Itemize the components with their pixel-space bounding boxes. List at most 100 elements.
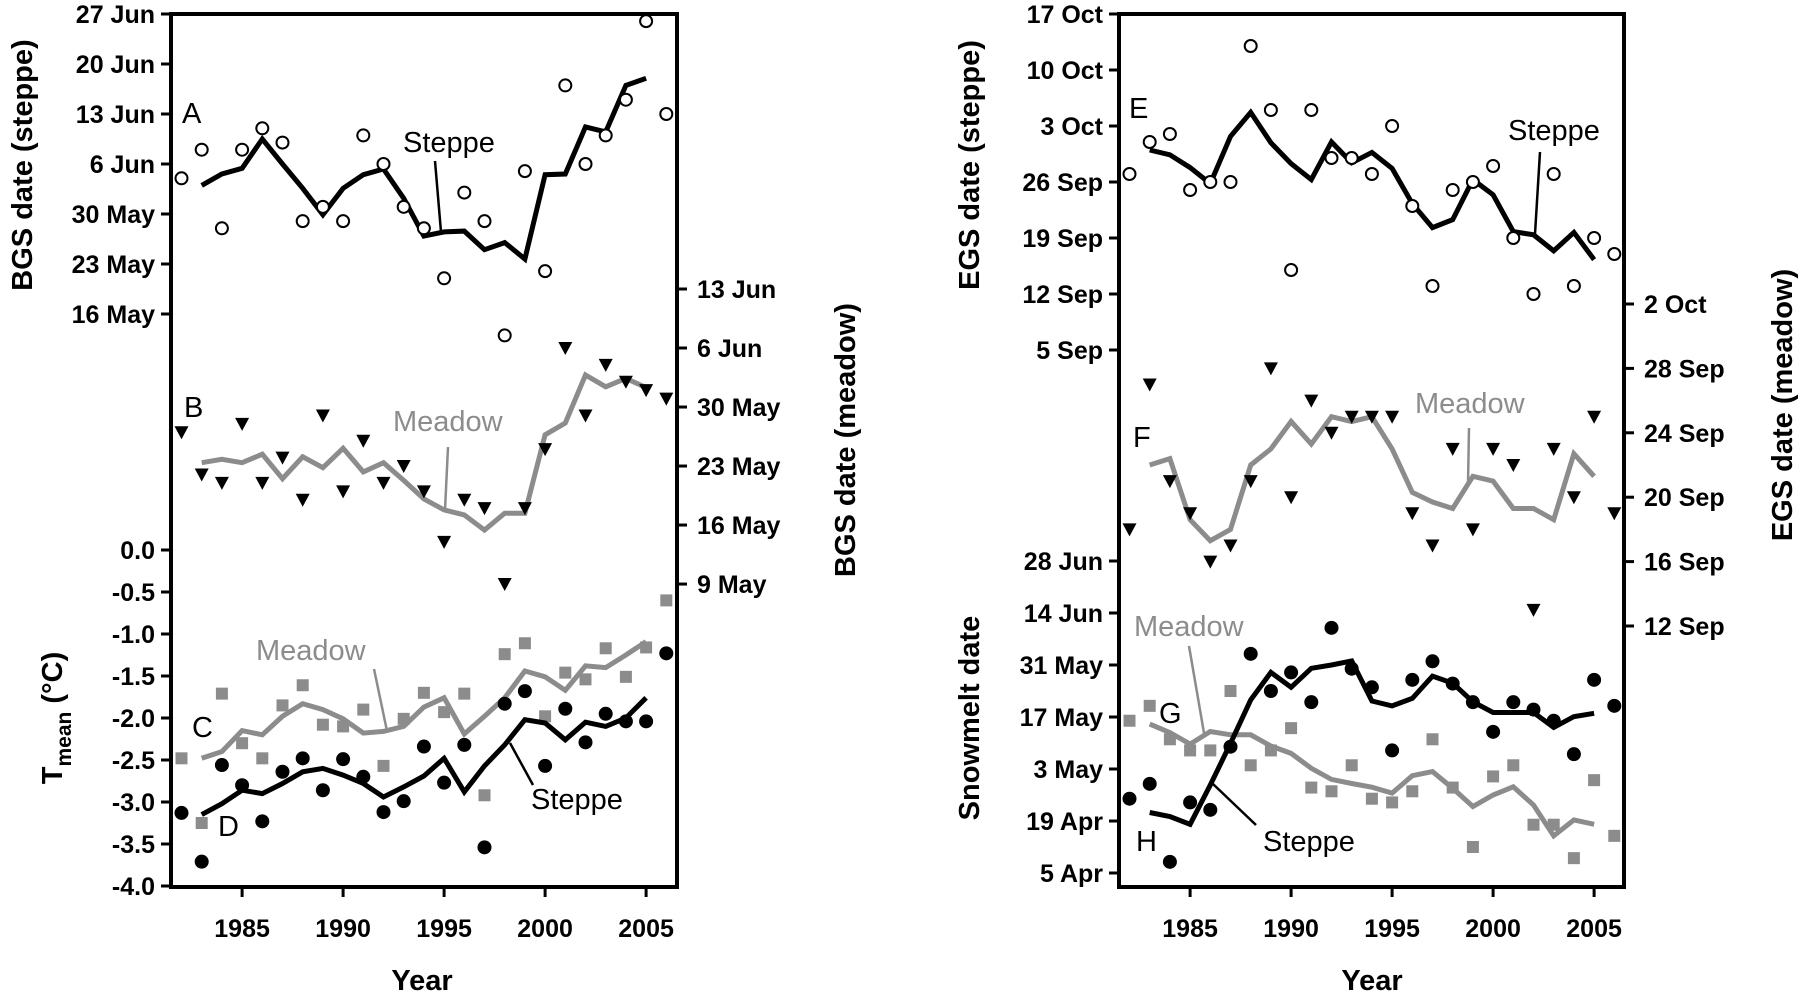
annotation-meadow-C: Meadow <box>256 635 367 667</box>
panel-E-point-2002 <box>1526 287 1541 301</box>
panel-B-point-1988 <box>295 493 310 507</box>
panel-A-point-2004 <box>618 92 633 107</box>
panel-B-point-1984 <box>214 476 229 490</box>
annotation-leader-G <box>1187 645 1206 734</box>
panel-E-point-1997 <box>1425 279 1440 293</box>
annotation-leader-B <box>443 446 450 511</box>
panel-letter-B: B <box>184 392 203 424</box>
y-tick-label-egs_steppe: 26 Sep <box>1022 169 1103 197</box>
y-tick-label-bgs_steppe: 16 May <box>72 301 155 329</box>
right-data-marks <box>1122 39 1622 869</box>
annotation-leader-C <box>372 668 389 732</box>
panel-B-point-1983 <box>194 468 209 482</box>
y-tick-label-egs_steppe: 10 Oct <box>1027 57 1104 85</box>
annotation-steppe-E: Steppe <box>1508 115 1600 147</box>
panel-A-point-1993 <box>396 199 411 214</box>
panel-D-point-1986 <box>255 814 270 829</box>
panel-B-point-1994 <box>416 485 431 499</box>
panel-E-point-2000 <box>1486 159 1501 173</box>
panel-B-point-1986 <box>255 476 270 490</box>
y-axis-title-snowmelt: Snowmelt date <box>954 616 986 821</box>
panel-F-point-1984 <box>1162 475 1177 489</box>
y-tick-label-tmean: 0.0 <box>120 537 155 565</box>
panel-A-point-1988 <box>295 214 310 229</box>
panel-D-point-2002 <box>578 735 593 750</box>
y-tick-label-egs_meadow: 24 Sep <box>1644 420 1725 448</box>
y-tick-label-snowmelt: 5 Apr <box>1040 860 1103 888</box>
panel-D-point-1995 <box>437 775 452 790</box>
panel-letter-G: G <box>1159 698 1182 730</box>
panel-F-point-2006 <box>1607 507 1622 521</box>
y-tick-label-egs_steppe: 3 Oct <box>1040 113 1103 141</box>
panel-A-point-1994 <box>416 221 431 236</box>
panel-B-series <box>174 342 674 592</box>
x-tick-label: 2000 <box>1465 915 1521 943</box>
panel-H-point-1996 <box>1405 672 1420 687</box>
panel-H-point-1988 <box>1243 646 1258 661</box>
y-tick-label-bgs_meadow: 23 May <box>697 453 780 481</box>
y-tick-label-snowmelt: 31 May <box>1020 652 1103 680</box>
y-tick-label-egs_meadow: 20 Sep <box>1644 484 1725 512</box>
panel-letter-D: D <box>218 811 239 843</box>
panel-D-point-1982 <box>174 805 189 820</box>
panel-F-point-1985 <box>1183 507 1198 521</box>
panel-A-point-1984 <box>214 221 229 236</box>
y-tick-label-bgs_steppe: 30 May <box>72 201 155 229</box>
y-tick-label-bgs_steppe: 23 May <box>72 251 155 279</box>
panel-E-point-1995 <box>1385 119 1400 133</box>
panel-B-point-1990 <box>336 485 351 499</box>
panel-C-point-2000 <box>539 710 552 723</box>
panel-G-point-2001 <box>1507 759 1520 772</box>
panel-G-point-1993 <box>1345 759 1358 772</box>
panel-A-trend-line <box>200 75 647 264</box>
panel-A-point-1987 <box>275 135 290 150</box>
panel-D-point-1990 <box>336 752 351 767</box>
panel-letter-A: A <box>182 98 202 130</box>
x-tick-label: 1990 <box>1263 915 1319 943</box>
panel-B-point-1995 <box>437 535 452 549</box>
panel-F-point-2002 <box>1526 603 1541 617</box>
y-axis-title-bgs-meadow: BGS date (meadow) <box>830 303 862 577</box>
panel-F-trend-line <box>1148 413 1596 544</box>
panel-D-point-1992 <box>376 805 391 820</box>
panel-F-point-1987 <box>1223 539 1238 553</box>
y-axis-title-egs-meadow: EGS date (meadow) <box>1767 269 1799 541</box>
panel-C-point-1985 <box>236 737 249 750</box>
y-tick-label-snowmelt: 14 Jun <box>1024 600 1103 628</box>
y-tick-label-egs_steppe: 12 Sep <box>1022 281 1103 309</box>
x-axis-title-left: Year <box>391 965 452 997</box>
panel-H-point-2003 <box>1546 713 1561 728</box>
panel-H-point-1982 <box>1122 791 1137 806</box>
panel-G-point-1986 <box>1204 744 1217 757</box>
panel-H-trend-line <box>1149 658 1595 828</box>
panel-D-point-2006 <box>659 646 674 661</box>
panel-C-point-1984 <box>215 687 228 700</box>
panel-C-point-1986 <box>256 752 269 765</box>
panel-D-point-1984 <box>214 758 229 773</box>
panel-letter-H: H <box>1136 826 1157 858</box>
panel-F-point-1994 <box>1364 410 1379 424</box>
panel-F-point-1982 <box>1122 523 1137 537</box>
panel-C-point-1993 <box>397 712 410 725</box>
panel-G-point-1999 <box>1466 841 1479 853</box>
y-tick-label-tmean: -2.0 <box>112 705 155 733</box>
panel-E-point-1994 <box>1364 167 1379 181</box>
panel-D-point-1983 <box>194 854 209 869</box>
y-tick-label-egs_meadow: 12 Sep <box>1644 613 1725 641</box>
panel-A-point-2000 <box>538 264 553 279</box>
panel-F-point-1993 <box>1344 410 1359 424</box>
y-tick-label-snowmelt: 19 Apr <box>1026 808 1103 836</box>
x-tick-label: 1985 <box>214 915 270 943</box>
panel-F-point-1983 <box>1142 378 1157 392</box>
left-data-marks <box>174 14 674 869</box>
left-axis-ticks: 27 Jun 20 Jun 13 Jun 6 Jun 30 May 23 May 16 Ma… <box>72 1 781 943</box>
panel-B-point-2006 <box>659 392 674 406</box>
panel-D-point-1996 <box>457 737 472 752</box>
panel-B-point-1991 <box>356 434 371 448</box>
panel-G-point-1994 <box>1365 792 1378 805</box>
annotation-leader-A <box>433 160 443 233</box>
panel-G-point-1997 <box>1426 733 1439 746</box>
panel-G-point-1992 <box>1325 785 1338 798</box>
panel-F-point-1986 <box>1203 555 1218 569</box>
panel-E-point-1983 <box>1142 135 1157 149</box>
